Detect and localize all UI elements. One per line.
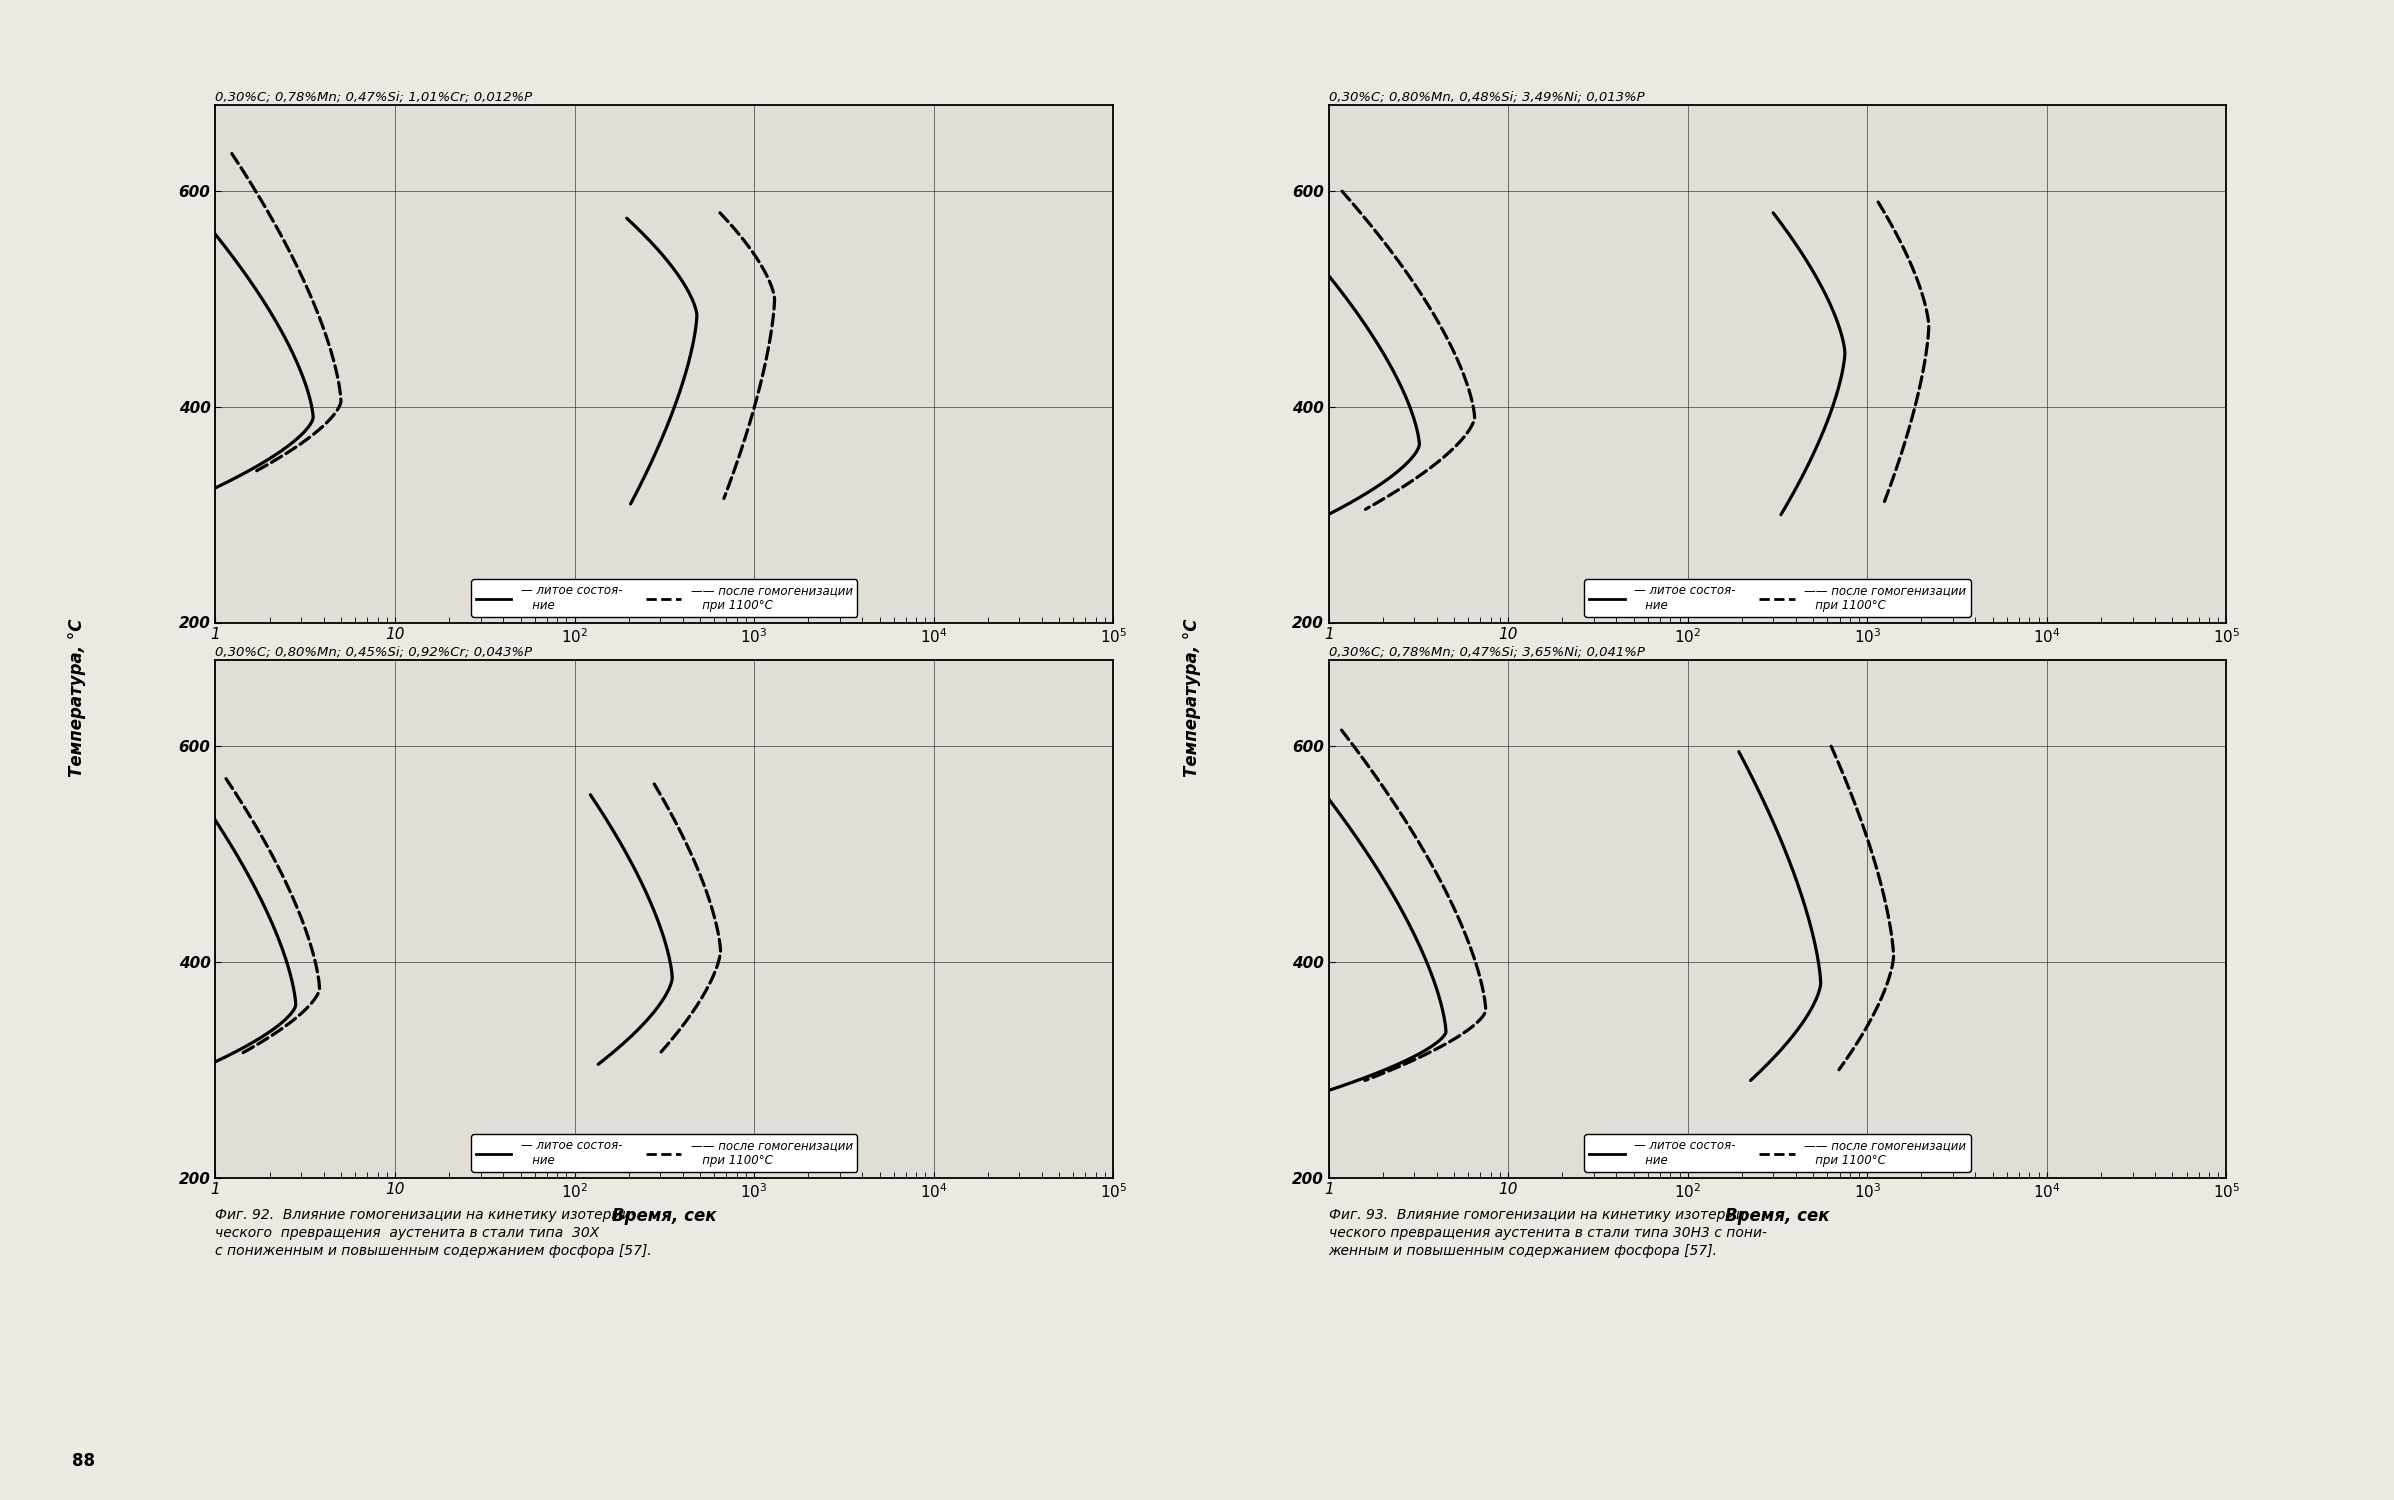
X-axis label: Время, сек: Время, сек — [1726, 1206, 1829, 1224]
Text: 0,30%C; 0,80%Mn; 0,45%Si; 0,92%Cr; 0,043%P: 0,30%C; 0,80%Mn; 0,45%Si; 0,92%Cr; 0,043… — [215, 646, 531, 658]
Text: 0,30%C; 0,78%Mn; 0,47%Si; 3,65%Ni; 0,041%P: 0,30%C; 0,78%Mn; 0,47%Si; 3,65%Ni; 0,041… — [1329, 646, 1645, 658]
Legend: — литое состоя-
   ние, —— после гомогенизации
   при 1100°C: — литое состоя- ние, —— после гомогениза… — [1585, 579, 1970, 616]
Legend: — литое состоя-
   ние, —— после гомогенизации
   при 1100°C: — литое состоя- ние, —— после гомогениза… — [1585, 1134, 1970, 1172]
Text: 88: 88 — [72, 1452, 96, 1470]
Text: Температура, °C: Температура, °C — [67, 618, 86, 777]
Text: Фиг. 93.  Влияние гомогенизации на кинетику изотерми-
ческого превращения аустен: Фиг. 93. Влияние гомогенизации на кинети… — [1329, 1208, 1767, 1258]
Text: Фиг. 92.  Влияние гомогенизации на кинетику изотерми-
ческого  превращения  ауст: Фиг. 92. Влияние гомогенизации на кинети… — [215, 1208, 651, 1258]
Legend: — литое состоя-
   ние, —— после гомогенизации
   при 1100°C: — литое состоя- ние, —— после гомогениза… — [472, 1134, 857, 1172]
X-axis label: Время, сек: Время, сек — [613, 1206, 716, 1224]
Legend: — литое состоя-
   ние, —— после гомогенизации
   при 1100°C: — литое состоя- ние, —— после гомогениза… — [472, 579, 857, 616]
Text: Температура, °C: Температура, °C — [1183, 618, 1202, 777]
Text: 0,30%C; 0,78%Mn; 0,47%Si; 1,01%Cr; 0,012%P: 0,30%C; 0,78%Mn; 0,47%Si; 1,01%Cr; 0,012… — [215, 92, 531, 104]
Text: 0,30%C; 0,80%Mn, 0,48%Si; 3,49%Ni; 0,013%P: 0,30%C; 0,80%Mn, 0,48%Si; 3,49%Ni; 0,013… — [1329, 92, 1645, 104]
